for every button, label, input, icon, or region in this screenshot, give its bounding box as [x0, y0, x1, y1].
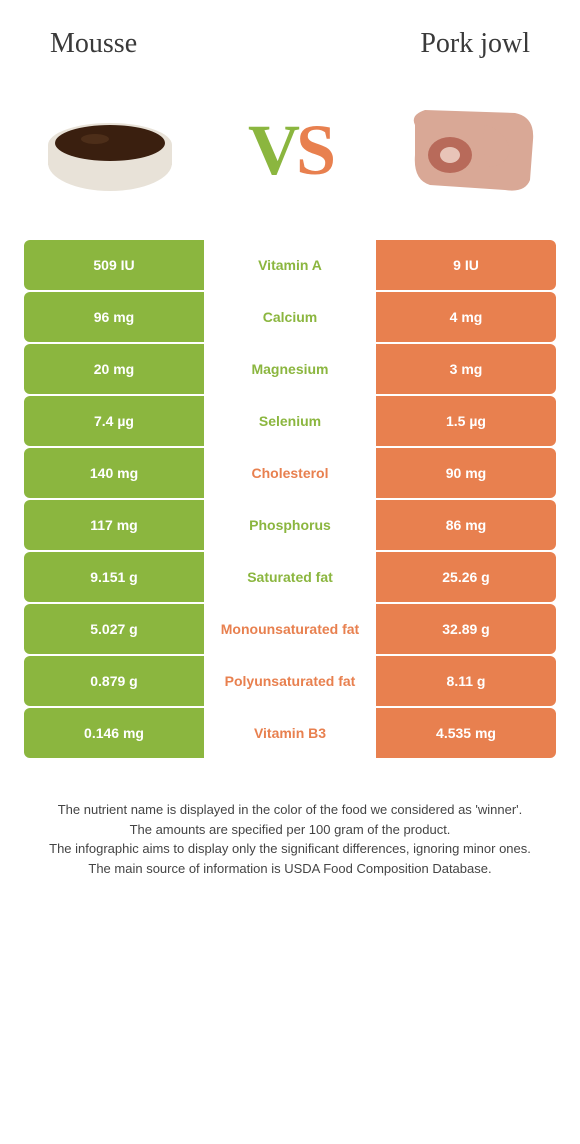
- value-right: 4.535 mg: [376, 708, 556, 758]
- table-row: 5.027 gMonounsaturated fat32.89 g: [24, 604, 556, 654]
- vs-label: VS: [248, 109, 332, 192]
- value-left: 117 mg: [24, 500, 204, 550]
- nutrient-label: Magnesium: [204, 344, 376, 394]
- value-right: 25.26 g: [376, 552, 556, 602]
- vs-row: VS: [0, 70, 580, 240]
- table-row: 0.146 mgVitamin B34.535 mg: [24, 708, 556, 758]
- title-right: Pork jowl: [420, 28, 530, 60]
- pork-image: [390, 90, 550, 210]
- table-row: 96 mgCalcium4 mg: [24, 292, 556, 342]
- footer-line: The nutrient name is displayed in the co…: [40, 800, 540, 820]
- value-left: 9.151 g: [24, 552, 204, 602]
- nutrient-label: Cholesterol: [204, 448, 376, 498]
- vs-v: V: [248, 110, 296, 190]
- value-right: 90 mg: [376, 448, 556, 498]
- table-row: 140 mgCholesterol90 mg: [24, 448, 556, 498]
- value-left: 96 mg: [24, 292, 204, 342]
- value-left: 140 mg: [24, 448, 204, 498]
- value-right: 9 IU: [376, 240, 556, 290]
- nutrient-label: Selenium: [204, 396, 376, 446]
- value-right: 1.5 µg: [376, 396, 556, 446]
- table-row: 0.879 gPolyunsaturated fat8.11 g: [24, 656, 556, 706]
- value-right: 3 mg: [376, 344, 556, 394]
- nutrition-table: 509 IUVitamin A9 IU96 mgCalcium4 mg20 mg…: [24, 240, 556, 758]
- table-row: 117 mgPhosphorus86 mg: [24, 500, 556, 550]
- value-right: 32.89 g: [376, 604, 556, 654]
- nutrient-label: Calcium: [204, 292, 376, 342]
- value-left: 509 IU: [24, 240, 204, 290]
- value-right: 86 mg: [376, 500, 556, 550]
- table-row: 509 IUVitamin A9 IU: [24, 240, 556, 290]
- value-left: 0.146 mg: [24, 708, 204, 758]
- value-right: 8.11 g: [376, 656, 556, 706]
- title-left: Mousse: [50, 28, 137, 60]
- footer-line: The infographic aims to display only the…: [40, 839, 540, 859]
- table-row: 9.151 gSaturated fat25.26 g: [24, 552, 556, 602]
- value-left: 5.027 g: [24, 604, 204, 654]
- value-left: 7.4 µg: [24, 396, 204, 446]
- footer-line: The main source of information is USDA F…: [40, 859, 540, 879]
- footer-line: The amounts are specified per 100 gram o…: [40, 820, 540, 840]
- value-left: 0.879 g: [24, 656, 204, 706]
- nutrient-label: Phosphorus: [204, 500, 376, 550]
- nutrient-label: Polyunsaturated fat: [204, 656, 376, 706]
- value-left: 20 mg: [24, 344, 204, 394]
- table-row: 20 mgMagnesium3 mg: [24, 344, 556, 394]
- table-row: 7.4 µgSelenium1.5 µg: [24, 396, 556, 446]
- value-right: 4 mg: [376, 292, 556, 342]
- mousse-image: [30, 90, 190, 210]
- nutrient-label: Saturated fat: [204, 552, 376, 602]
- footer-notes: The nutrient name is displayed in the co…: [0, 760, 580, 878]
- nutrient-label: Vitamin B3: [204, 708, 376, 758]
- vs-s: S: [296, 110, 332, 190]
- nutrient-label: Vitamin A: [204, 240, 376, 290]
- nutrient-label: Monounsaturated fat: [204, 604, 376, 654]
